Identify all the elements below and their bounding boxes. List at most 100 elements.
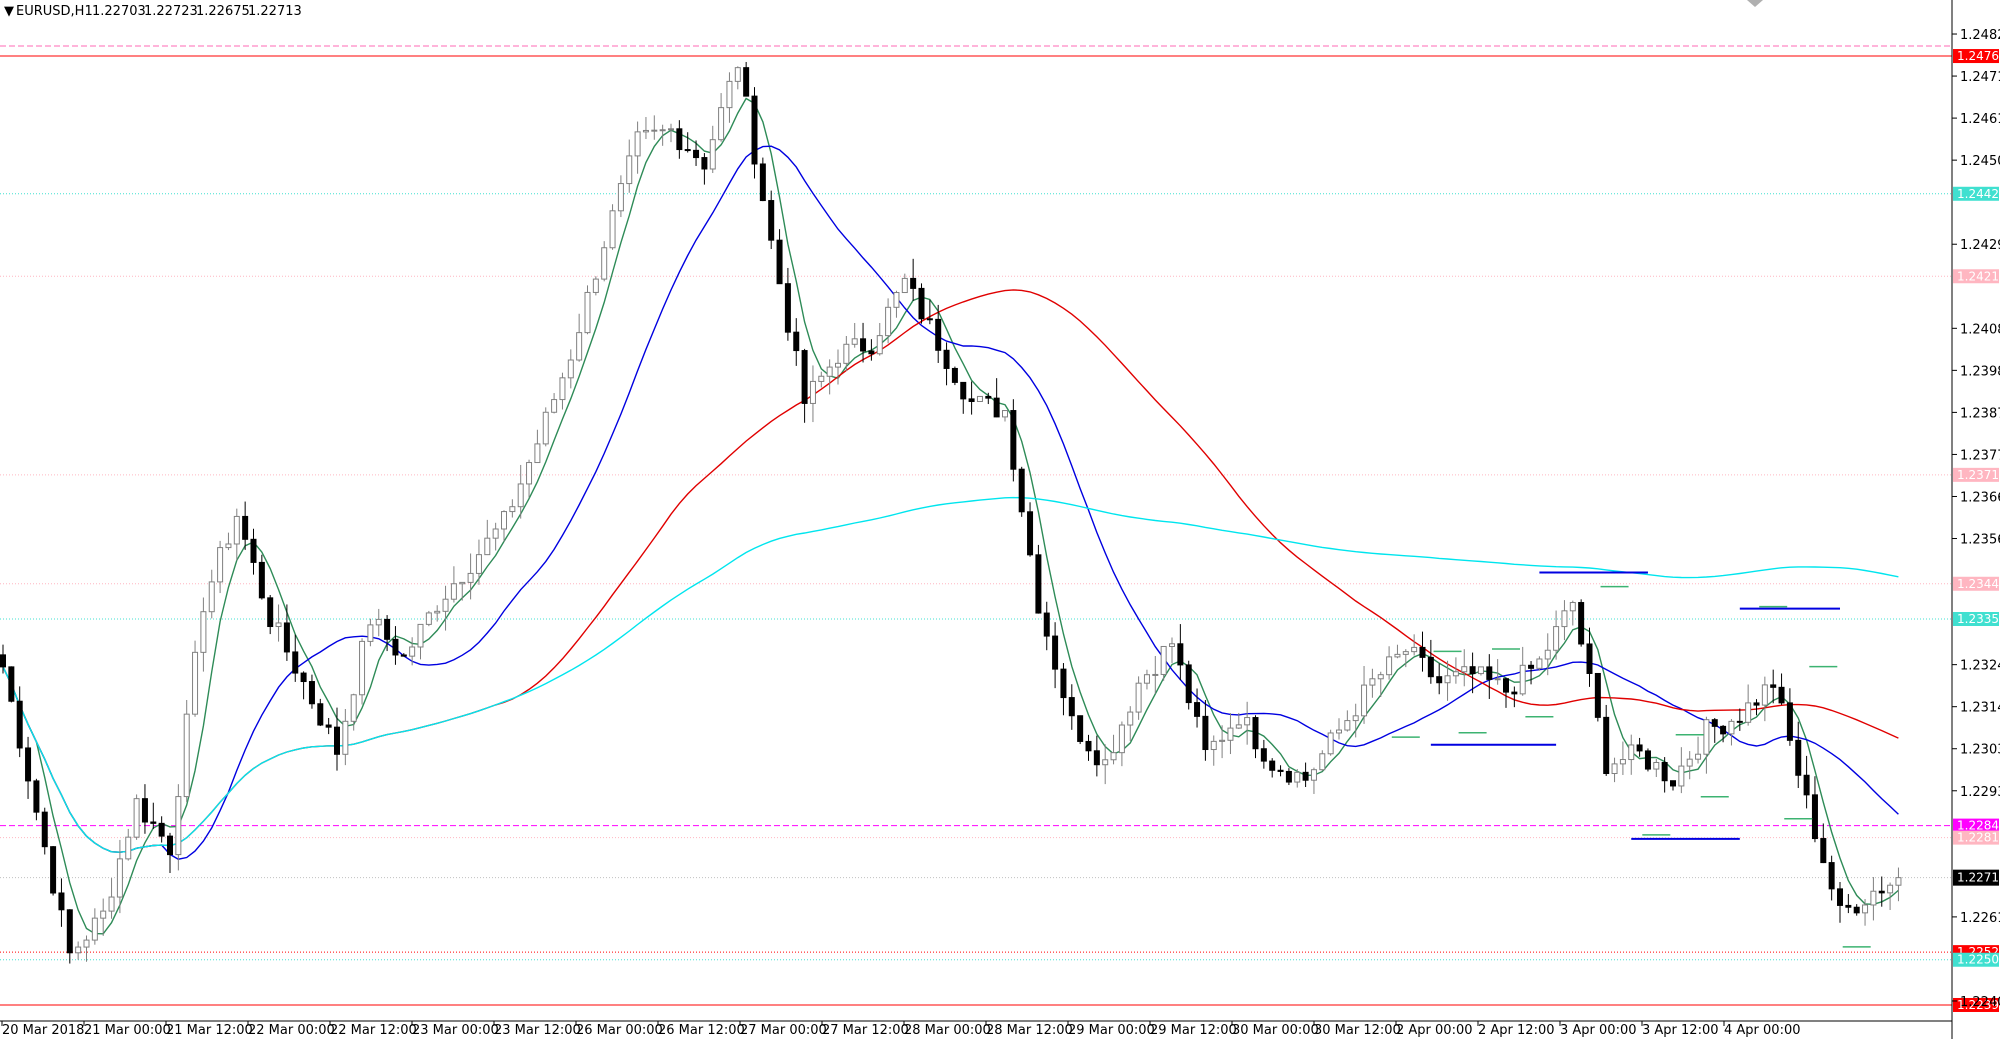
candle <box>1277 765 1284 777</box>
candle-body <box>592 278 599 293</box>
candle-body <box>542 411 549 445</box>
candle <box>283 604 290 661</box>
candle-body <box>1503 678 1509 693</box>
candle-body <box>1202 715 1209 751</box>
candle-body <box>1628 744 1635 761</box>
candle-body <box>1035 554 1042 614</box>
candle-body <box>1210 740 1217 751</box>
moving-averages <box>2 97 1899 935</box>
candle <box>1027 502 1034 557</box>
price-level-tag-bg <box>1953 612 1999 627</box>
triangle-down-icon[interactable]: ▼ <box>4 4 14 19</box>
candle <box>701 153 708 185</box>
candle-body <box>501 511 507 530</box>
candle-body <box>626 155 633 185</box>
candle-body <box>1386 656 1393 676</box>
candle <box>576 313 583 362</box>
candle <box>1427 639 1434 684</box>
candle <box>559 372 566 410</box>
candle-body <box>818 375 825 382</box>
candle <box>1736 708 1743 731</box>
candle-body <box>509 506 516 513</box>
candle <box>1461 649 1468 687</box>
ma-5-line <box>2 97 1899 935</box>
chart-header: ▼ EURUSD,H1 1.22703 1.22723 1.22675 1.22… <box>4 4 302 19</box>
candle <box>1419 631 1426 672</box>
candle <box>1227 713 1234 755</box>
price-level-tag: 1.24215 <box>1953 269 2000 284</box>
time-tick-label: 28 Mar 12:00 <box>986 1023 1073 1038</box>
candle-body <box>517 483 524 508</box>
candle <box>1260 739 1267 769</box>
price-level-tag: 1.24765 <box>1953 49 2000 64</box>
candle-body <box>985 395 992 399</box>
candle-body <box>1786 702 1793 741</box>
candle-body <box>1745 702 1752 723</box>
candle <box>1786 688 1793 746</box>
candle <box>1436 663 1443 695</box>
candle-body <box>893 292 900 308</box>
candle <box>1519 646 1526 696</box>
candle <box>501 510 507 542</box>
candle-body <box>425 612 432 625</box>
price-tick-label: 1.24820 <box>1960 28 2000 43</box>
candle-body <box>1653 761 1660 770</box>
candle-body <box>108 896 115 912</box>
candle <box>1887 882 1894 911</box>
candle-body <box>1544 649 1551 660</box>
candle-body <box>826 366 833 377</box>
candle <box>200 597 207 672</box>
candle-body <box>734 67 741 82</box>
candle <box>517 464 524 519</box>
candle <box>1578 599 1585 647</box>
candle <box>893 290 900 318</box>
candle <box>50 846 57 896</box>
candle <box>1628 734 1635 775</box>
candle <box>1319 750 1326 772</box>
candle <box>1177 624 1184 681</box>
candle-body <box>1878 890 1885 894</box>
price-tick-label: 1.23035 <box>1960 743 2000 758</box>
candle-body <box>1068 697 1075 717</box>
price-level-tag: 1.23719 <box>1953 467 2000 482</box>
candle <box>1377 671 1384 697</box>
candle-body <box>1586 643 1593 674</box>
candle-body <box>16 700 23 749</box>
candle <box>1561 600 1568 641</box>
ohlc-low: 1.22675 <box>196 4 250 19</box>
candle <box>83 935 90 962</box>
candle <box>918 283 925 324</box>
candle-body <box>1143 674 1150 684</box>
candle <box>1210 735 1217 766</box>
candle <box>509 499 516 518</box>
candle-body <box>634 131 641 157</box>
candle <box>41 807 48 855</box>
time-tick-label: 29 Mar 00:00 <box>1068 1023 1155 1038</box>
candle <box>768 190 775 250</box>
candle <box>751 87 758 179</box>
candle-body <box>317 703 324 726</box>
candle-body <box>668 128 674 131</box>
candle-body <box>442 598 449 612</box>
candle-body <box>559 377 566 401</box>
candle-body <box>1661 761 1668 782</box>
candle <box>350 693 357 731</box>
current-price-bg <box>1953 869 1999 886</box>
candle-body <box>1720 725 1727 735</box>
candle-body <box>267 597 274 628</box>
price-level-tag-bg <box>1953 818 1999 833</box>
shift-marker-icon[interactable] <box>1747 0 1763 7</box>
candle-body <box>350 694 357 722</box>
candle <box>784 267 791 341</box>
candle-body <box>1085 740 1092 752</box>
candle <box>1452 657 1459 684</box>
candle-body <box>1736 720 1743 723</box>
candle <box>1711 718 1718 743</box>
candle <box>1060 663 1067 716</box>
candle <box>634 121 641 174</box>
candle-body <box>342 720 349 755</box>
candle <box>16 686 23 758</box>
